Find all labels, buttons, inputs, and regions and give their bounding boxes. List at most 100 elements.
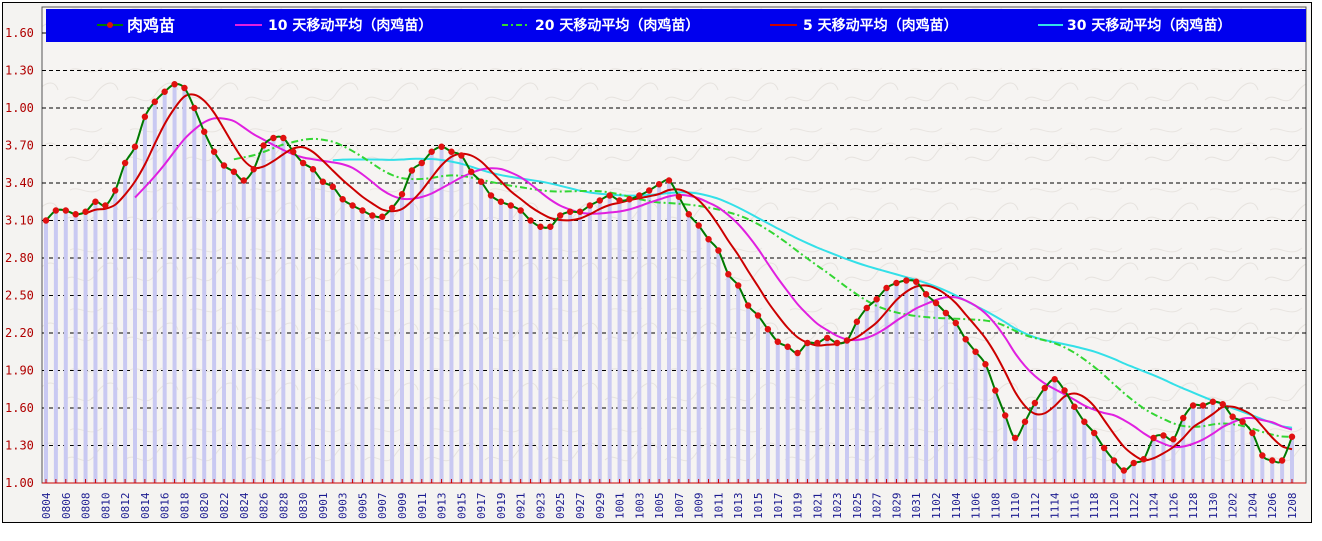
price-point [131, 143, 139, 150]
x-tick-label: 1025 [851, 493, 864, 520]
bar [726, 274, 731, 483]
price-point [1249, 429, 1256, 437]
price-point [1209, 398, 1217, 405]
price-point [873, 296, 880, 303]
price-point [349, 202, 356, 209]
price-point [299, 159, 307, 167]
bar [1250, 433, 1255, 483]
price-point [1170, 436, 1177, 443]
price-point [448, 148, 455, 155]
price-point [280, 134, 287, 142]
x-tick-label: 1011 [712, 493, 725, 520]
bar [1072, 406, 1077, 483]
y-tick-label: 1.00 [5, 101, 34, 115]
price-point [596, 197, 603, 204]
price-point [1150, 434, 1157, 442]
price-point [576, 208, 584, 215]
bar [350, 205, 355, 483]
bar [271, 138, 276, 483]
bar [1042, 388, 1047, 483]
x-tick-label: 1003 [633, 493, 646, 520]
bar [736, 285, 741, 483]
bar [1230, 416, 1235, 483]
price-point [52, 207, 60, 214]
x-axis-labels: 0804 0806 0808 0810 0812 0814 0816 0818 0820 0822… [40, 492, 1299, 519]
price-point [982, 361, 989, 368]
bar [419, 163, 424, 483]
ma5-line [85, 93, 1293, 462]
bar [597, 200, 602, 483]
x-tick-label: 1027 [871, 493, 884, 520]
legend-marker-icon [107, 22, 113, 28]
bar [222, 165, 226, 483]
bar [528, 220, 533, 483]
x-tick-label: 0925 [554, 493, 567, 520]
x-tick-label: 1126 [1167, 493, 1180, 520]
price-point [636, 192, 643, 199]
y-tick-label: 1.60 [5, 401, 34, 415]
price-point [507, 202, 514, 209]
price-point [942, 309, 950, 317]
x-tick-label: 0826 [258, 493, 271, 520]
price-point [566, 208, 574, 215]
legend-item-ma20: 20 天移动平均（肉鸡苗） [502, 17, 699, 34]
price-point [42, 217, 50, 224]
bar [1171, 439, 1176, 483]
bar [607, 195, 612, 483]
x-tick-label: 1110 [1009, 493, 1022, 520]
price-point [270, 134, 277, 142]
price-point [962, 336, 969, 343]
bar [73, 214, 78, 483]
x-tick-label: 0806 [60, 493, 73, 520]
bar [657, 184, 662, 483]
price-point [418, 159, 425, 167]
bar [1280, 460, 1285, 483]
price-point [517, 207, 524, 214]
bar [53, 210, 58, 483]
price-point [1189, 402, 1197, 409]
bar [370, 215, 375, 483]
price-point [764, 326, 772, 333]
price-point [853, 318, 861, 325]
price-point [92, 198, 99, 205]
legend-label-ma30: 30 天移动平均（肉鸡苗） [1067, 17, 1231, 34]
price-point [388, 204, 396, 212]
bar [835, 343, 840, 483]
x-tick-label: 1208 [1286, 493, 1299, 520]
x-tick-label: 0907 [376, 493, 389, 520]
bar [815, 343, 820, 483]
bar [904, 280, 909, 483]
price-point [1100, 444, 1108, 452]
bar [934, 303, 938, 483]
x-tick-label: 0814 [139, 492, 152, 519]
price-point [1259, 452, 1266, 459]
bar [459, 155, 464, 483]
price-point [260, 142, 267, 149]
price-point [201, 128, 208, 135]
x-tick-label: 0824 [238, 492, 251, 519]
price-point [141, 113, 149, 120]
price-point [675, 193, 683, 200]
price-point [1288, 433, 1296, 440]
x-tick-label: 0917 [475, 493, 488, 520]
price-point [1269, 457, 1276, 464]
price-point [230, 168, 238, 175]
price-point [151, 98, 158, 105]
bar [63, 210, 68, 483]
x-tick-label: 1202 [1227, 493, 1240, 520]
price-point [804, 339, 811, 347]
bar [1112, 460, 1116, 483]
x-tick-label: 1102 [930, 493, 943, 520]
bar [943, 313, 948, 483]
price-point [220, 162, 228, 169]
bar [172, 84, 177, 483]
y-tick-label: 2.50 [5, 289, 34, 303]
price-point [477, 178, 485, 185]
bar [390, 208, 395, 483]
bar [133, 146, 137, 483]
bar [1210, 401, 1215, 483]
price-point [725, 271, 732, 278]
price-point [863, 304, 870, 312]
x-tick-label: 1122 [1128, 493, 1141, 520]
bar [360, 210, 365, 483]
